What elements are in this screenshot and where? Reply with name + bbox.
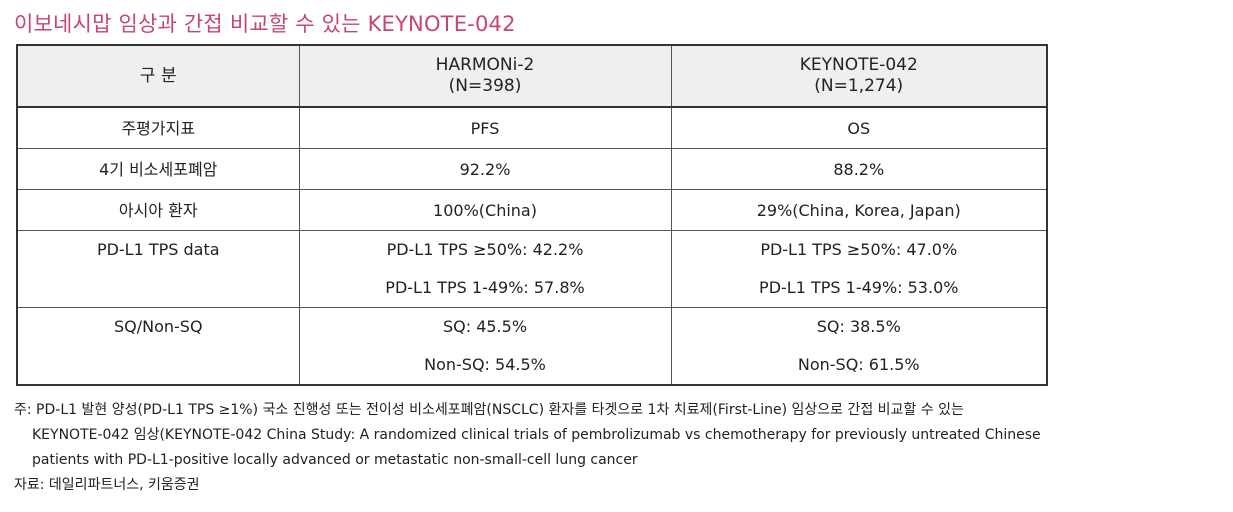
- keynote-nonsq: Non-SQ: 61.5%: [797, 355, 920, 374]
- harmoni-cell: SQ: 45.5% Non-SQ: 54.5%: [298, 307, 672, 386]
- header-harmoni-name: HARMONi-2: [435, 55, 535, 75]
- row-label: 4기 비소세포폐암: [16, 148, 300, 190]
- table-row: SQ/Non-SQ SQ: 45.5% Non-SQ: 54.5% SQ: 38…: [16, 307, 1048, 386]
- footnote-line: 주: PD-L1 발현 양성(PD-L1 TPS ≥1%) 국소 진행성 또는 …: [14, 402, 964, 418]
- header-keynote-name: KEYNOTE-042: [799, 55, 918, 75]
- harmoni-tps-high: PD-L1 TPS ≥50%: 42.2%: [386, 240, 584, 259]
- header-harmoni: HARMONi-2 (N=398): [298, 44, 672, 108]
- harmoni-cell: PD-L1 TPS ≥50%: 42.2% PD-L1 TPS 1-49%: 5…: [298, 230, 672, 308]
- source-note: 자료: 데일리파트너스, 키움증권: [14, 477, 200, 493]
- keynote-sq: SQ: 38.5%: [816, 317, 901, 336]
- table-row: 4기 비소세포폐암 92.2% 88.2%: [16, 148, 1048, 190]
- row-label: SQ/Non-SQ: [16, 307, 300, 386]
- keynote-tps-high: PD-L1 TPS ≥50%: 47.0%: [760, 240, 958, 259]
- harmoni-sq: SQ: 45.5%: [442, 317, 528, 336]
- table-row: PD-L1 TPS data PD-L1 TPS ≥50%: 42.2% PD-…: [16, 230, 1048, 308]
- harmoni-cell: 100%(China): [298, 189, 672, 231]
- table-header-row: 구 분 HARMONi-2 (N=398) KEYNOTE-042 (N=1,2…: [16, 44, 1048, 108]
- footnotes: 주: PD-L1 발현 양성(PD-L1 TPS ≥1%) 국소 진행성 또는 …: [14, 398, 1229, 498]
- comparison-table: 구 분 HARMONi-2 (N=398) KEYNOTE-042 (N=1,2…: [16, 44, 1048, 386]
- keynote-cell: SQ: 38.5% Non-SQ: 61.5%: [670, 307, 1048, 386]
- harmoni-tps-mid: PD-L1 TPS 1-49%: 57.8%: [385, 278, 585, 297]
- footnote-line: patients with PD-L1-positive locally adv…: [32, 452, 638, 468]
- keynote-cell: PD-L1 TPS ≥50%: 47.0% PD-L1 TPS 1-49%: 5…: [670, 230, 1048, 308]
- keynote-cell: 88.2%: [670, 148, 1048, 190]
- footnote-line: KEYNOTE-042 임상(KEYNOTE-042 China Study: …: [32, 427, 1041, 443]
- row-label: 주평가지표: [16, 106, 300, 149]
- document-title: 이보네시맙 임상과 간접 비교할 수 있는 KEYNOTE-042: [14, 12, 516, 36]
- header-category: 구 분: [16, 44, 300, 108]
- keynote-tps-mid: PD-L1 TPS 1-49%: 53.0%: [759, 278, 959, 297]
- table-row: 주평가지표 PFS OS: [16, 106, 1048, 149]
- header-harmoni-n: (N=398): [448, 76, 522, 96]
- harmoni-nonsq: Non-SQ: 54.5%: [424, 355, 546, 374]
- header-keynote: KEYNOTE-042 (N=1,274): [670, 44, 1048, 108]
- keynote-cell: 29%(China, Korea, Japan): [670, 189, 1048, 231]
- harmoni-cell: 92.2%: [298, 148, 672, 190]
- table-row: 아시아 환자 100%(China) 29%(China, Korea, Jap…: [16, 189, 1048, 231]
- header-category-label: 구 분: [139, 65, 177, 86]
- row-label: PD-L1 TPS data: [16, 230, 300, 308]
- row-label: 아시아 환자: [16, 189, 300, 231]
- keynote-cell: OS: [670, 106, 1048, 149]
- header-keynote-n: (N=1,274): [814, 76, 904, 96]
- harmoni-cell: PFS: [298, 106, 672, 149]
